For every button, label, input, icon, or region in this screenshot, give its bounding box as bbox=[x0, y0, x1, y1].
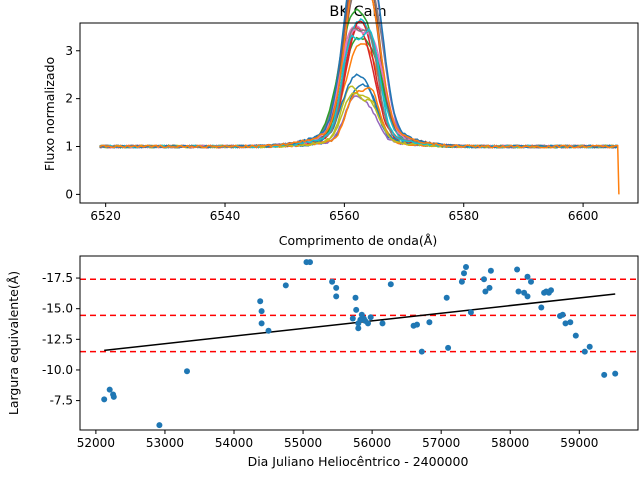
data-point bbox=[514, 266, 521, 273]
data-point bbox=[515, 288, 522, 295]
y-tick-label: 2 bbox=[65, 92, 73, 106]
spectrum-series bbox=[99, 0, 620, 195]
x-tick-label: 52000 bbox=[77, 436, 115, 450]
x-tick-label: 57000 bbox=[422, 436, 460, 450]
data-point bbox=[258, 308, 265, 315]
data-point bbox=[106, 386, 113, 393]
y-tick-label: 1 bbox=[65, 140, 73, 154]
ew-ticks: 52000 53000 54000 55000 56000 57000 58000 59000… bbox=[42, 271, 598, 450]
data-point bbox=[548, 287, 554, 294]
data-point bbox=[353, 306, 360, 313]
spectrum-xlabel: Comprimento de onda(Å) bbox=[279, 233, 437, 248]
data-point bbox=[329, 278, 336, 285]
data-point bbox=[387, 281, 394, 288]
x-tick-label: 54000 bbox=[215, 436, 253, 450]
y-tick-label: 3 bbox=[65, 44, 73, 58]
data-point bbox=[482, 288, 489, 295]
spectrum-panel: BK Cam 6520 6540 6560 6580 6600 0 1 2 3 Comprime… bbox=[42, 0, 639, 248]
x-tick-label: 6600 bbox=[568, 209, 599, 223]
data-point bbox=[463, 264, 469, 270]
data-point bbox=[414, 321, 420, 328]
data-point bbox=[379, 320, 386, 327]
y-tick-label: -17.5 bbox=[42, 271, 73, 285]
data-point bbox=[524, 293, 531, 300]
ew-ylabel: Largura equivalente(Å) bbox=[6, 271, 21, 415]
y-tick-label: 0 bbox=[65, 187, 73, 201]
data-point bbox=[258, 320, 265, 327]
data-point bbox=[265, 327, 272, 334]
x-tick-label: 53000 bbox=[146, 436, 184, 450]
data-point bbox=[467, 309, 474, 316]
spectrum-ylabel: Fluxo normalizado bbox=[42, 57, 57, 171]
ew-reference-lines bbox=[80, 278, 638, 353]
ew-points bbox=[101, 259, 619, 429]
data-point bbox=[572, 332, 579, 339]
data-point bbox=[418, 348, 425, 355]
data-point bbox=[581, 348, 588, 355]
data-point bbox=[282, 282, 289, 289]
data-point bbox=[567, 319, 574, 326]
y-tick-label: -15.0 bbox=[42, 302, 73, 316]
data-point bbox=[481, 276, 487, 283]
x-tick-label: 6580 bbox=[448, 209, 479, 223]
y-tick-label: -12.5 bbox=[42, 332, 73, 346]
data-point bbox=[156, 422, 163, 429]
data-point bbox=[445, 344, 452, 351]
data-point bbox=[333, 293, 340, 300]
data-point bbox=[443, 294, 450, 301]
data-point bbox=[184, 368, 190, 375]
data-point bbox=[257, 298, 264, 305]
data-point bbox=[612, 370, 619, 377]
data-point bbox=[110, 393, 117, 400]
data-point bbox=[559, 311, 566, 318]
data-point bbox=[524, 273, 531, 280]
ew-panel: 52000 53000 54000 55000 56000 57000 58000 59000… bbox=[6, 255, 639, 469]
data-point bbox=[367, 314, 374, 321]
data-point bbox=[528, 278, 534, 285]
data-point bbox=[486, 284, 493, 291]
x-tick-label: 59000 bbox=[560, 436, 598, 450]
data-point bbox=[458, 278, 465, 285]
x-tick-label: 6520 bbox=[90, 209, 121, 223]
x-tick-label: 58000 bbox=[491, 436, 529, 450]
spectrum-lines bbox=[99, 0, 620, 195]
x-tick-label: 56000 bbox=[353, 436, 391, 450]
data-point bbox=[538, 304, 545, 311]
data-point bbox=[355, 325, 362, 332]
data-point bbox=[333, 284, 340, 291]
x-tick-label: 6540 bbox=[210, 209, 241, 223]
data-point bbox=[307, 259, 313, 266]
spectrum-frame bbox=[79, 22, 639, 204]
data-point bbox=[487, 267, 494, 274]
y-tick-label: -10.0 bbox=[42, 363, 73, 377]
data-point bbox=[426, 319, 433, 326]
data-point bbox=[586, 343, 593, 350]
data-point bbox=[365, 320, 371, 327]
spectrum-title: BK Cam bbox=[329, 4, 386, 20]
data-point bbox=[562, 320, 569, 327]
y-tick-label: -7.5 bbox=[50, 394, 73, 408]
x-tick-label: 55000 bbox=[284, 436, 322, 450]
ew-xlabel: Dia Juliano Heliocêntrico - 2400000 bbox=[248, 454, 469, 469]
data-point bbox=[352, 294, 359, 301]
ew-frame bbox=[79, 255, 639, 431]
data-point bbox=[101, 396, 108, 403]
data-point bbox=[461, 270, 467, 277]
data-point bbox=[601, 371, 608, 378]
spectrum-ticks: 6520 6540 6560 6580 6600 0 1 2 3 bbox=[65, 44, 598, 223]
x-tick-label: 6560 bbox=[329, 209, 360, 223]
data-point bbox=[349, 315, 356, 322]
